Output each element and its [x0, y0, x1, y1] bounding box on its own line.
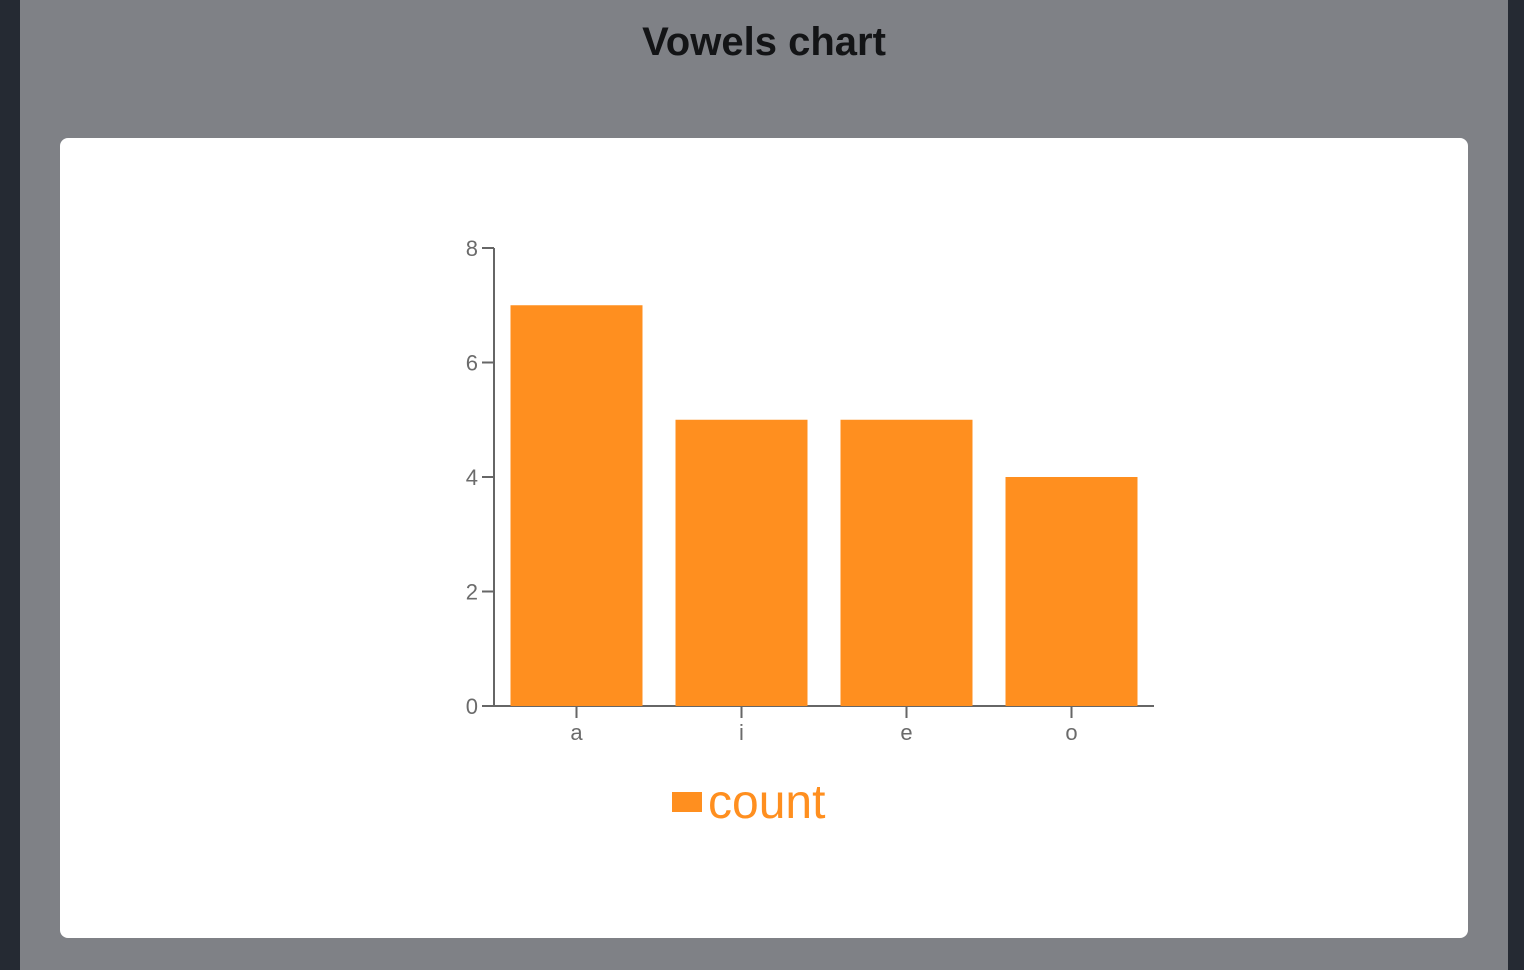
y-tick-label: 6: [466, 351, 478, 376]
app-frame: Vowels chart 0 2 4 6 8 a i e o count: [20, 0, 1508, 970]
y-tick-label: 4: [466, 465, 478, 490]
y-axis: 0 2 4 6 8: [466, 236, 495, 719]
y-tick-label: 2: [466, 580, 478, 605]
bar-i[interactable]: [675, 419, 808, 706]
bar-e[interactable]: [840, 419, 973, 706]
page-title: Vowels chart: [642, 20, 886, 64]
x-tick-label-i: i: [739, 720, 744, 745]
bar-o[interactable]: [1005, 477, 1138, 706]
bar-a[interactable]: [510, 305, 643, 706]
x-tick-label-a: a: [570, 720, 583, 745]
x-tick-label-o: o: [1065, 720, 1077, 745]
legend[interactable]: count: [672, 776, 825, 829]
bars: [510, 305, 1138, 706]
legend-swatch: [672, 792, 702, 812]
y-tick-label: 0: [466, 694, 478, 719]
y-tick-label: 8: [466, 236, 478, 261]
chart-card: 0 2 4 6 8 a i e o count: [60, 138, 1468, 938]
bar-chart: 0 2 4 6 8 a i e o count: [466, 236, 1154, 829]
x-tick-label-e: e: [900, 720, 912, 745]
legend-label-count[interactable]: count: [708, 776, 825, 829]
